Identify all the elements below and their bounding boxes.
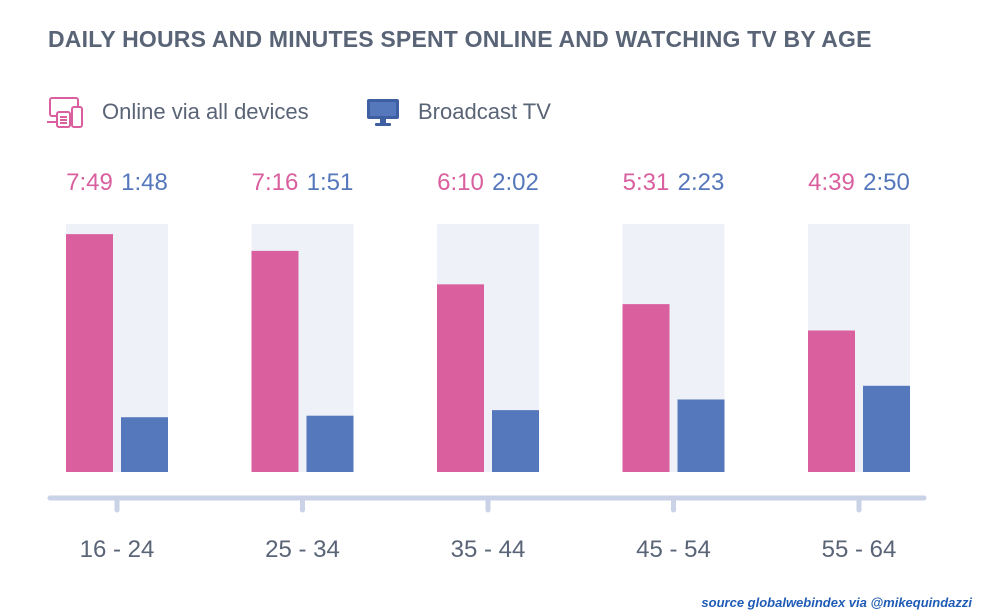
category-label-3: 35 - 44: [451, 536, 526, 563]
bar-online-3: [437, 284, 484, 472]
bar-online-1: [66, 234, 113, 472]
bar-online-2: [251, 250, 299, 472]
value-label-tv-2: 1:51: [307, 169, 354, 196]
bar-online-4: [622, 304, 670, 472]
value-label-tv-4: 2:23: [678, 169, 725, 196]
bar-tv-5: [863, 385, 910, 472]
legend-label-tv: Broadcast TV: [418, 99, 551, 124]
category-label-1: 16 - 24: [80, 536, 155, 563]
value-label-online-3: 6:10: [437, 169, 484, 196]
value-label-tv-3: 2:02: [492, 169, 539, 196]
bar-tv-2: [306, 415, 354, 472]
chart-title: DAILY HOURS AND MINUTES SPENT ONLINE AND…: [48, 26, 872, 52]
bar-tv-1: [121, 417, 168, 472]
value-label-online-4: 5:31: [623, 169, 670, 196]
bar-tv-4: [677, 399, 725, 472]
source-credit: source globalwebindex via @mikequindazzi: [701, 595, 972, 610]
bar-tv-3: [492, 410, 539, 472]
legend-label-online: Online via all devices: [102, 99, 309, 124]
bar-online-5: [808, 330, 855, 472]
value-label-online-2: 7:16: [252, 169, 299, 196]
value-label-online-5: 4:39: [808, 169, 855, 196]
tv-icon: [367, 99, 399, 126]
legend-item-tv: Broadcast TV: [366, 92, 551, 132]
value-label-tv-5: 2:50: [863, 169, 910, 196]
category-label-4: 45 - 54: [636, 536, 711, 563]
devices-icon: [47, 97, 83, 128]
value-label-online-1: 7:49: [66, 169, 113, 196]
value-label-tv-1: 1:48: [121, 169, 168, 196]
category-label-2: 25 - 34: [265, 536, 340, 563]
legend-item-online: Online via all devices: [46, 92, 309, 132]
category-label-5: 55 - 64: [822, 536, 897, 563]
